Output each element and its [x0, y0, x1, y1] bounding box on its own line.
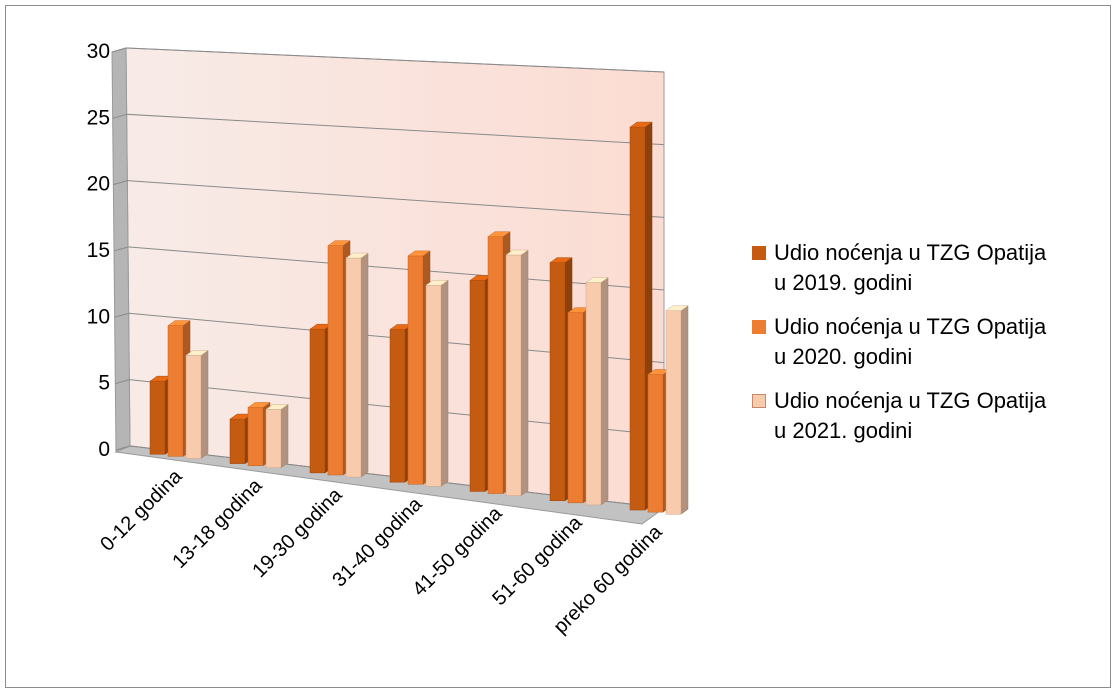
y-tick-label: 25	[87, 106, 110, 129]
legend-item-2019: Udio noćenja u TZG Opatija u 2019. godin…	[752, 238, 1112, 298]
bar-side-face	[360, 252, 369, 478]
bar	[185, 349, 209, 459]
bar-front-face	[647, 374, 664, 513]
gridline	[125, 47, 665, 73]
bar-front-face	[309, 328, 326, 474]
bar-front-face	[247, 407, 264, 466]
bar-top-face	[585, 277, 609, 283]
y-tick-mark	[113, 246, 129, 252]
bar-front-face	[407, 255, 424, 485]
bar-front-face	[629, 126, 646, 511]
y-tick-label: 15	[87, 239, 110, 262]
x-tick-label: 31-40 godina	[328, 493, 427, 592]
bar-front-face	[585, 282, 602, 506]
x-tick-label: 51-60 godina	[488, 511, 587, 610]
bar	[665, 305, 689, 515]
y-tick-label: 0	[98, 438, 110, 461]
gridline	[127, 246, 665, 291]
bar-front-face	[167, 325, 184, 457]
gridline	[126, 113, 665, 146]
legend-label-2019-line2: u 2019. godini	[774, 270, 913, 295]
bar	[265, 403, 289, 469]
bar-top-face	[549, 257, 573, 263]
bar-front-face	[487, 236, 504, 494]
y-tick-mark	[114, 312, 129, 318]
bar-top-face	[345, 252, 369, 259]
bar-side-face	[680, 305, 689, 515]
bar-front-face	[567, 312, 584, 504]
legend-label-2020-line2: u 2020. godini	[774, 344, 913, 369]
bar-top-face	[665, 305, 689, 311]
bar	[345, 252, 369, 478]
legend-label-2020-line1: Udio noćenja u TZG Opatija	[774, 314, 1047, 339]
bar-side-face	[600, 277, 609, 506]
bar-front-face	[229, 418, 246, 464]
bar-top-face	[247, 402, 271, 408]
bar-front-face	[265, 409, 282, 469]
bar-front-face	[149, 380, 166, 455]
bar-side-face	[520, 249, 529, 497]
bar-top-face	[505, 249, 529, 256]
bar-side-face	[440, 279, 449, 487]
bar-side-face	[280, 403, 289, 469]
bar-front-face	[665, 310, 682, 515]
legend-label-2019-line1: Udio noćenja u TZG Opatija	[774, 240, 1047, 265]
y-tick-mark	[113, 180, 128, 186]
legend-label-2021-line1: Udio noćenja u TZG Opatija	[774, 388, 1047, 413]
x-tick-label: 41-50 godina	[408, 502, 507, 601]
bar-top-face	[327, 240, 351, 246]
y-tick-mark	[115, 379, 130, 385]
y-tick-label: 30	[87, 40, 110, 63]
x-tick-label: 19-30 godina	[248, 483, 347, 582]
bar-side-face	[200, 349, 209, 459]
bar-front-face	[505, 254, 522, 496]
x-tick-label: 13-18 godina	[168, 474, 267, 573]
bar-top-face	[629, 121, 653, 128]
y-tick-mark	[111, 47, 127, 53]
bar-front-face	[185, 355, 202, 459]
legend-swatch-2019	[752, 246, 766, 260]
legend-swatch-2021	[752, 394, 766, 408]
bar-top-face	[265, 404, 289, 410]
legend-item-2020: Udio noćenja u TZG Opatija u 2020. godin…	[752, 312, 1112, 372]
bar-top-face	[167, 320, 191, 326]
bar-top-face	[185, 350, 209, 356]
legend-item-2021: Udio noćenja u TZG Opatija u 2021. godin…	[752, 386, 1112, 446]
bar-front-face	[549, 262, 566, 502]
bar-top-face	[407, 250, 431, 257]
bar-front-face	[425, 285, 442, 487]
x-tick-label: 0-12 godina	[96, 465, 187, 556]
y-tick-label: 20	[87, 173, 110, 196]
legend-swatch-2020	[752, 320, 766, 334]
y-tick-mark	[112, 113, 127, 119]
chart-legend: Udio noćenja u TZG Opatija u 2019. godin…	[752, 238, 1112, 460]
bar-top-face	[487, 231, 511, 237]
bar-front-face	[345, 257, 362, 478]
y-tick-mark	[115, 445, 131, 451]
y-tick-label: 5	[98, 372, 110, 395]
bar	[505, 249, 529, 497]
bar	[585, 277, 609, 506]
bar-front-face	[327, 245, 344, 476]
bar-top-face	[425, 280, 449, 286]
bar-front-face	[469, 280, 486, 492]
chart-frame: 0 5 10 15 20 25 30 0-12 godina 13-18 godina 19-3…	[5, 5, 1111, 688]
legend-label-2021-line2: u 2021. godini	[774, 418, 913, 443]
y-tick-label: 10	[87, 305, 110, 328]
gridline	[127, 180, 665, 218]
bar-front-face	[389, 329, 406, 483]
bar	[425, 279, 449, 487]
